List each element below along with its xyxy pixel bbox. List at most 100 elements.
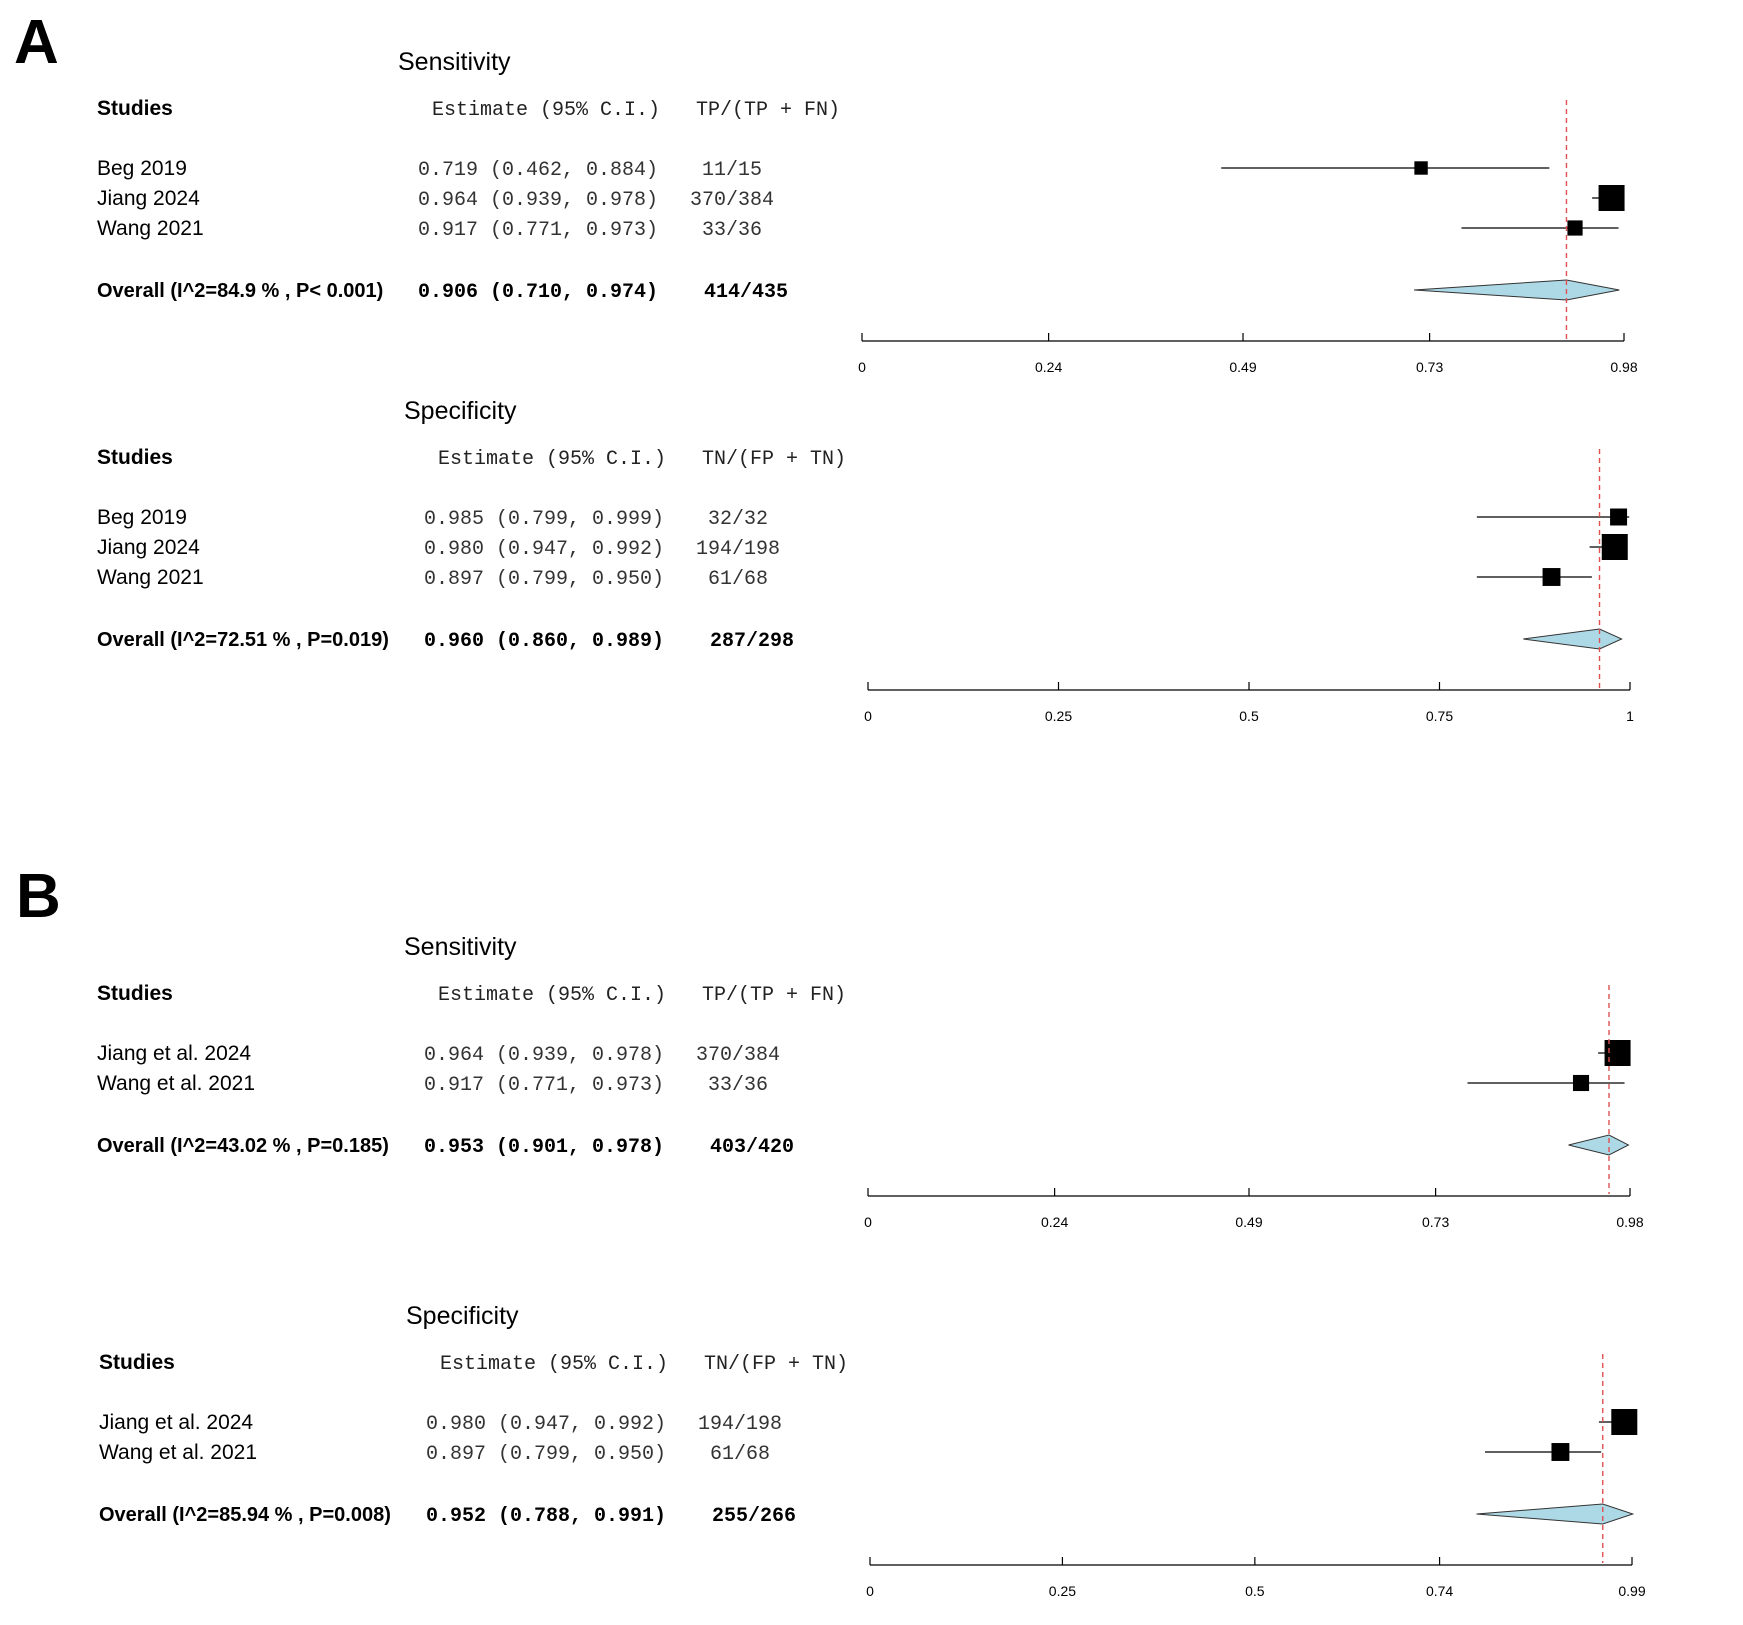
study-row: Beg 2019 0.985 (0.799, 0.999) 32/32 xyxy=(97,506,1630,531)
plot-title: Specificity xyxy=(406,1302,519,1330)
study-count: 370/384 xyxy=(696,1044,780,1067)
study-estimate: 0.964 (0.939, 0.978) xyxy=(424,1044,664,1067)
study-row: Jiang et al. 2024 0.964 (0.939, 0.978) 370… xyxy=(97,1040,1631,1067)
overall-row: Overall (I^2=72.51 % , P=0.019) 0.960 (0.… xyxy=(97,628,1623,653)
study-row: Wang 2021 0.917 (0.771, 0.973) 33/36 xyxy=(97,217,1619,242)
study-row: Jiang et al. 2024 0.980 (0.947, 0.992) 194… xyxy=(99,1409,1638,1436)
x-axis-tick-label: 0 xyxy=(864,708,872,724)
study-count: 194/198 xyxy=(698,1413,782,1436)
x-axis-tick-label: 0 xyxy=(864,1214,872,1230)
study-name: Wang 2021 xyxy=(97,566,204,589)
overall-row: Overall (I^2=84.9 % , P< 0.001) 0.906 (0.… xyxy=(97,279,1620,304)
overall-estimate: 0.960 (0.860, 0.989) xyxy=(424,630,664,653)
panel-label-a: A xyxy=(14,8,59,77)
point-estimate-square xyxy=(1542,568,1561,586)
study-name: Beg 2019 xyxy=(97,157,187,180)
point-estimate-square xyxy=(1601,534,1628,560)
point-estimate-square xyxy=(1414,161,1428,175)
column-header-estimate: Estimate (95% C.I.) xyxy=(438,984,666,1007)
study-estimate: 0.897 (0.799, 0.950) xyxy=(426,1443,666,1466)
x-axis-tick-label: 0.5 xyxy=(1239,708,1259,724)
study-count: 33/36 xyxy=(708,1074,768,1097)
study-name: Wang et al. 2021 xyxy=(99,1441,257,1464)
overall-diamond xyxy=(1523,628,1623,650)
study-estimate: 0.897 (0.799, 0.950) xyxy=(424,568,664,591)
x-axis-tick-label: 0.49 xyxy=(1235,1214,1262,1230)
x-axis-tick-label: 0.73 xyxy=(1422,1214,1449,1230)
forest-plot-4: Specificity Studies Estimate (95% C.I.) TN/… xyxy=(99,1302,1646,1599)
x-axis: 0 0.25 0.5 0.75 1 xyxy=(864,682,1634,724)
study-count: 61/68 xyxy=(708,568,768,591)
overall-label: Overall (I^2=84.9 % , P< 0.001) xyxy=(97,280,383,302)
plot-title: Sensitivity xyxy=(404,933,517,961)
study-row: Beg 2019 0.719 (0.462, 0.884) 11/15 xyxy=(97,157,1550,182)
x-axis-tick-label: 0.74 xyxy=(1426,1583,1453,1599)
panel-letters: AB xyxy=(14,8,61,931)
overall-diamond xyxy=(1568,1134,1630,1156)
forest-plot-3: Sensitivity Studies Estimate (95% C.I.) TP/… xyxy=(97,933,1644,1230)
overall-label: Overall (I^2=72.51 % , P=0.019) xyxy=(97,629,389,651)
study-row: Wang et al. 2021 0.917 (0.771, 0.973) 33/3… xyxy=(97,1072,1625,1097)
overall-diamond xyxy=(1414,279,1620,301)
column-header-estimate: Estimate (95% C.I.) xyxy=(438,448,666,471)
study-row: Jiang 2024 0.964 (0.939, 0.978) 370/384 xyxy=(97,185,1625,212)
column-header-count: TN/(FP + TN) xyxy=(702,448,846,471)
study-count: 33/36 xyxy=(702,219,762,242)
x-axis-tick-label: 0.25 xyxy=(1049,1583,1076,1599)
column-header-count: TP/(TP + FN) xyxy=(702,984,846,1007)
study-row: Wang 2021 0.897 (0.799, 0.950) 61/68 xyxy=(97,566,1592,591)
x-axis-tick-label: 0.49 xyxy=(1229,359,1256,375)
forest-plots: Sensitivity Studies Estimate (95% C.I.) TP/… xyxy=(97,48,1646,1599)
forest-plot-1: Sensitivity Studies Estimate (95% C.I.) TP/… xyxy=(97,48,1638,375)
study-name: Jiang et al. 2024 xyxy=(99,1411,253,1434)
x-axis-tick-label: 0.24 xyxy=(1041,1214,1068,1230)
point-estimate-square xyxy=(1567,220,1583,236)
column-header-studies: Studies xyxy=(99,1351,175,1374)
point-estimate-square xyxy=(1572,1074,1590,1092)
study-count: 370/384 xyxy=(690,189,774,212)
x-axis-tick-label: 0.25 xyxy=(1045,708,1072,724)
column-header-count: TP/(TP + FN) xyxy=(696,99,840,122)
panel-label-b: B xyxy=(16,862,61,931)
x-axis-tick-label: 0.99 xyxy=(1618,1583,1645,1599)
study-row: Wang et al. 2021 0.897 (0.799, 0.950) 61/6… xyxy=(99,1441,1602,1466)
study-count: 32/32 xyxy=(708,508,768,531)
study-name: Beg 2019 xyxy=(97,506,187,529)
study-name: Jiang 2024 xyxy=(97,536,200,559)
column-header-studies: Studies xyxy=(97,982,173,1005)
overall-estimate: 0.953 (0.901, 0.978) xyxy=(424,1136,664,1159)
x-axis-tick-label: 0.98 xyxy=(1610,359,1637,375)
x-axis: 0 0.24 0.49 0.73 0.98 xyxy=(858,333,1638,375)
study-name: Wang 2021 xyxy=(97,217,204,240)
x-axis-tick-label: 0.24 xyxy=(1035,359,1062,375)
point-estimate-square xyxy=(1610,508,1628,526)
study-name: Wang et al. 2021 xyxy=(97,1072,255,1095)
study-estimate: 0.964 (0.939, 0.978) xyxy=(418,189,658,212)
point-estimate-square xyxy=(1551,1443,1570,1461)
study-estimate: 0.980 (0.947, 0.992) xyxy=(426,1413,666,1436)
study-count: 11/15 xyxy=(702,159,762,182)
x-axis: 0 0.25 0.5 0.74 0.99 xyxy=(866,1557,1646,1599)
column-header-studies: Studies xyxy=(97,446,173,469)
x-axis-tick-label: 0 xyxy=(858,359,866,375)
overall-estimate: 0.906 (0.710, 0.974) xyxy=(418,281,658,304)
plot-title: Sensitivity xyxy=(398,48,511,76)
x-axis: 0 0.24 0.49 0.73 0.98 xyxy=(864,1188,1644,1230)
column-header-estimate: Estimate (95% C.I.) xyxy=(432,99,660,122)
study-name: Jiang 2024 xyxy=(97,187,200,210)
forest-plot-2: Specificity Studies Estimate (95% C.I.) TN/… xyxy=(97,397,1634,724)
x-axis-tick-label: 0.73 xyxy=(1416,359,1443,375)
x-axis-tick-label: 0.98 xyxy=(1616,1214,1643,1230)
x-axis-tick-label: 0.5 xyxy=(1245,1583,1265,1599)
column-header-estimate: Estimate (95% C.I.) xyxy=(440,1353,668,1376)
study-count: 194/198 xyxy=(696,538,780,561)
overall-row: Overall (I^2=85.94 % , P=0.008) 0.952 (0.… xyxy=(99,1503,1635,1528)
x-axis-tick-label: 0.75 xyxy=(1426,708,1453,724)
study-row: Jiang 2024 0.980 (0.947, 0.992) 194/198 xyxy=(97,534,1628,561)
overall-label: Overall (I^2=85.94 % , P=0.008) xyxy=(99,1504,391,1526)
study-estimate: 0.985 (0.799, 0.999) xyxy=(424,508,664,531)
x-axis-tick-label: 0 xyxy=(866,1583,874,1599)
overall-diamond xyxy=(1476,1503,1635,1525)
study-count: 61/68 xyxy=(710,1443,770,1466)
